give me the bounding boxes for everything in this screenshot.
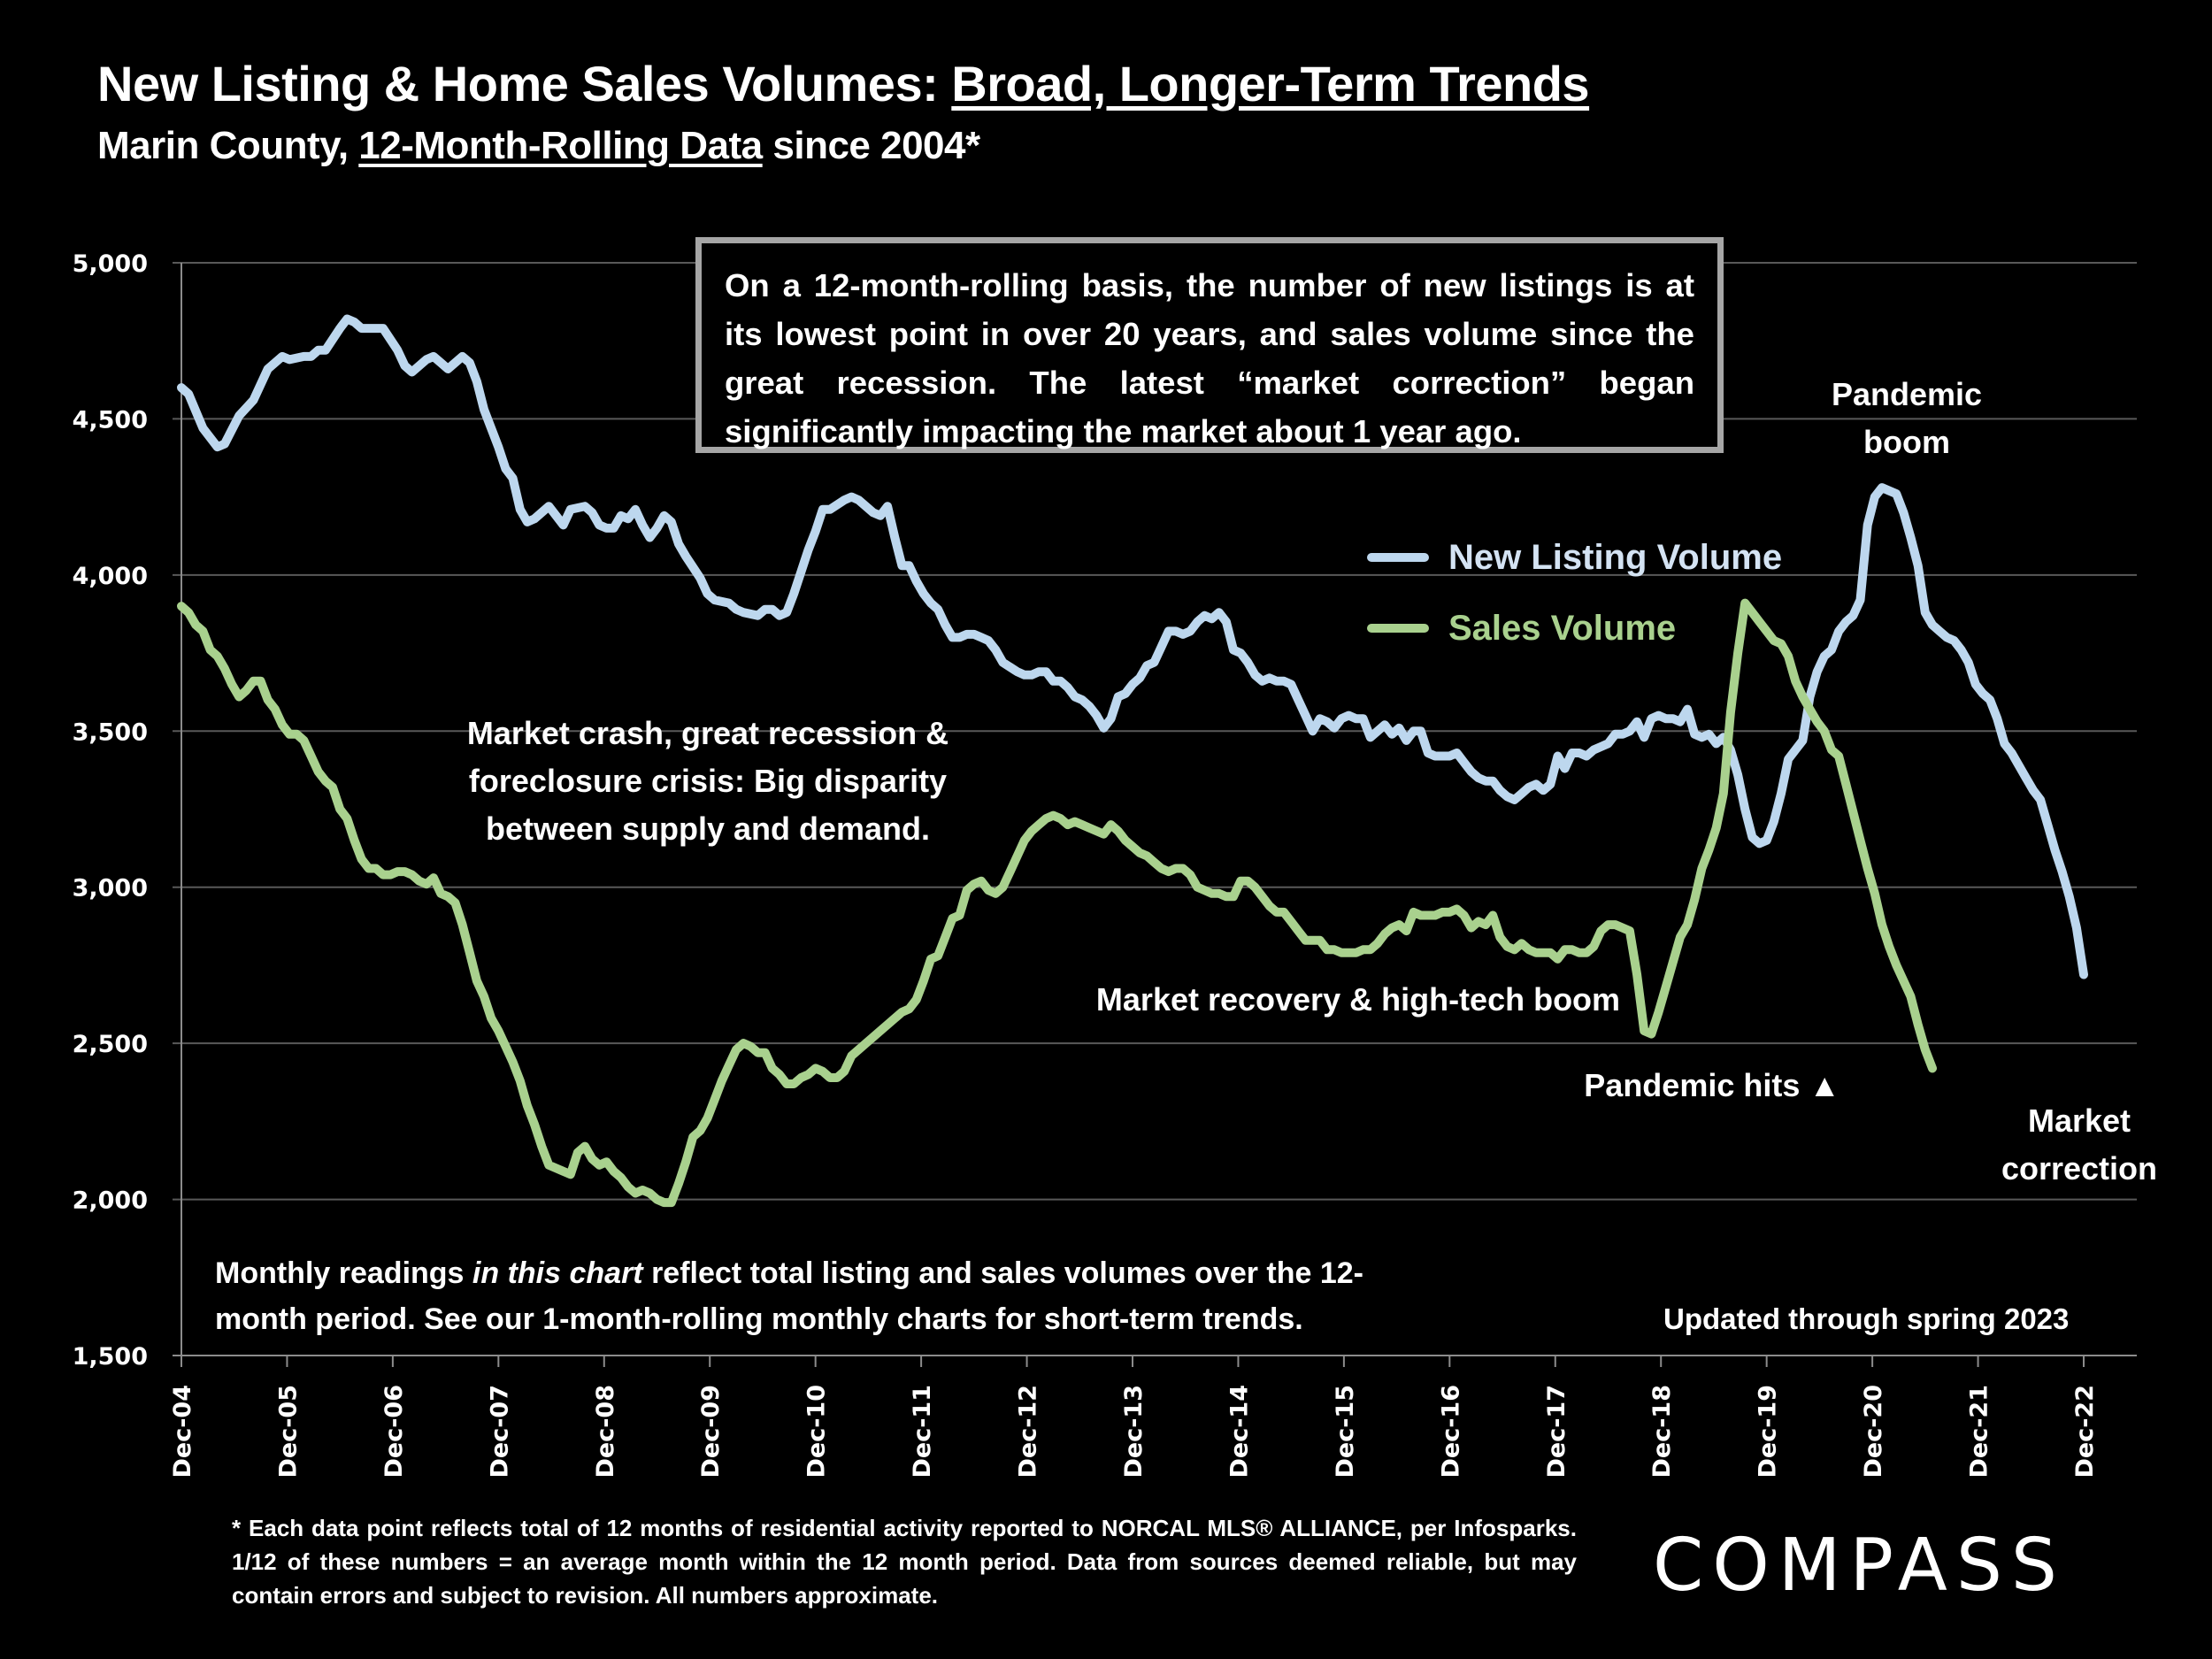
series-group <box>177 314 2088 1208</box>
annotation-crash-line: between supply and demand. <box>485 810 931 847</box>
y-tick-label: 5,000 <box>73 250 148 278</box>
monthly-note-suffix: reflect total listing and sales volumes … <box>642 1256 1363 1290</box>
annotation-crash-line: Market crash, great recession & <box>466 715 949 751</box>
x-tick-label: Dec-13 <box>1120 1385 1148 1479</box>
monthly-note-line1: Monthly readings in this chart reflect t… <box>215 1250 1542 1296</box>
annotation-market-correction-line: Market <box>2027 1102 2131 1139</box>
x-tick-label: Dec-21 <box>1966 1385 1993 1479</box>
legend-swatch-sales <box>1367 624 1429 633</box>
x-tick-label: Dec-11 <box>909 1385 936 1479</box>
axes: 1,500 2,000 2,500 3,000 3,500 4,000 4,500 5,000… <box>73 250 2137 1479</box>
legend-item-sales: Sales Volume <box>1367 593 1782 664</box>
series-line-new-listing <box>177 314 2088 979</box>
x-tick-label: Dec-04 <box>169 1385 196 1479</box>
x-tick-label: Dec-18 <box>1648 1385 1676 1479</box>
page-subtitle: Marin County, 12-Month-Rolling Data sinc… <box>97 124 980 168</box>
x-tick-label: Dec-20 <box>1860 1385 1887 1479</box>
compass-logo: COMPASS <box>1653 1524 2066 1608</box>
annotation-crash-line: foreclosure crisis: Big disparity <box>468 763 948 799</box>
legend: New Listing Volume Sales Volume <box>1367 522 1782 664</box>
x-tick-label: Dec-08 <box>592 1385 619 1479</box>
subtitle-before: Marin County, <box>97 124 359 167</box>
x-tick-label: Dec-17 <box>1543 1385 1571 1479</box>
y-tick-label: 3,500 <box>73 718 148 746</box>
x-tick-label: Dec-07 <box>486 1385 513 1479</box>
callout-box: On a 12-month-rolling basis, the number … <box>695 237 1724 453</box>
annotation-market-correction-line: correction <box>2001 1150 2158 1187</box>
y-tick-label: 2,000 <box>73 1187 148 1215</box>
series-line-sales <box>177 598 1937 1208</box>
annotation-pandemic-boom-line: boom <box>1863 424 1950 460</box>
annotation-recovery: Market recovery & high-tech boom <box>1095 981 1621 1018</box>
subtitle-after: since 2004* <box>762 124 980 167</box>
x-tick-label: Dec-12 <box>1015 1385 1042 1479</box>
x-tick-label: Dec-16 <box>1437 1385 1464 1479</box>
x-tick-label: Dec-09 <box>697 1385 725 1479</box>
footnote: * Each data point reflects total of 12 m… <box>232 1515 1577 1609</box>
legend-label-sales: Sales Volume <box>1448 608 1677 648</box>
monthly-note-italic: in this chart <box>472 1256 643 1290</box>
updated-note: Updated through spring 2023 <box>1663 1302 2070 1335</box>
legend-swatch-new-listing <box>1367 553 1429 562</box>
x-tick-label: Dec-05 <box>274 1385 302 1479</box>
x-tick-label: Dec-14 <box>1225 1385 1253 1479</box>
y-tick-label: 1,500 <box>73 1343 148 1371</box>
monthly-note: Monthly readings in this chart reflect t… <box>215 1250 1542 1342</box>
title-underlined: Broad, Longer-Term Trends <box>951 56 1590 111</box>
subtitle-underlined: 12-Month-Rolling Data <box>358 124 763 167</box>
monthly-note-prefix: Monthly readings <box>215 1256 472 1290</box>
annotation-pandemic-hits: Pandemic hits ▲ <box>1584 1067 1840 1103</box>
legend-item-new-listing: New Listing Volume <box>1367 522 1782 593</box>
monthly-note-line2: month period. See our 1-month-rolling mo… <box>215 1302 1303 1336</box>
annotation-crash: Market crash, great recession & foreclos… <box>416 710 1000 853</box>
annotation-pandemic-boom: Pandemic boom <box>1796 371 2017 466</box>
x-tick-label: Dec-22 <box>2071 1385 2099 1479</box>
legend-label-new-listing: New Listing Volume <box>1448 537 1783 577</box>
x-tick-label: Dec-15 <box>1332 1385 1359 1479</box>
x-tick-label: Dec-19 <box>1755 1385 1782 1479</box>
title-plain: New Listing & Home Sales Volumes: <box>97 56 952 111</box>
x-tick-label: Dec-10 <box>803 1385 831 1479</box>
annotation-market-correction: Market correction <box>1982 1097 2177 1193</box>
annotation-pandemic-boom-line: Pandemic <box>1831 376 1983 412</box>
y-tick-label: 2,500 <box>73 1031 148 1058</box>
x-tick-label: Dec-06 <box>380 1385 408 1479</box>
page-title: New Listing & Home Sales Volumes: Broad,… <box>97 55 1590 112</box>
y-tick-label: 3,000 <box>73 875 148 902</box>
y-tick-label: 4,000 <box>73 563 148 590</box>
y-tick-label: 4,500 <box>73 406 148 434</box>
